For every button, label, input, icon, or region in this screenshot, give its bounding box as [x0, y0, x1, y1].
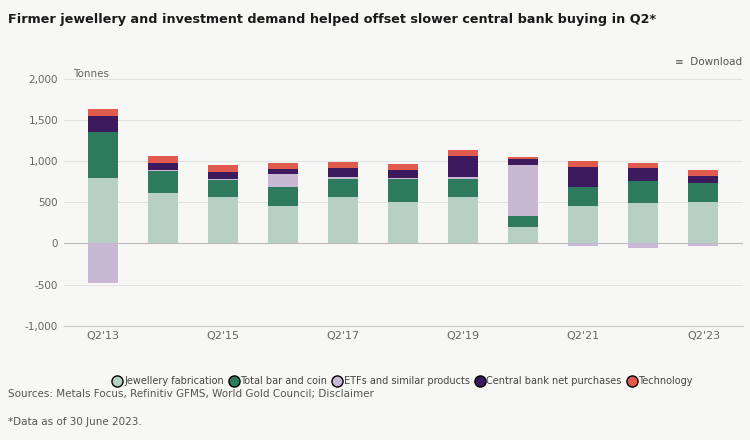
Bar — [448, 179, 478, 198]
Bar — [148, 169, 178, 171]
Bar — [328, 169, 358, 177]
Bar — [148, 156, 178, 162]
Legend: Jewellery fabrication, Total bar and coin, ETFs and similar products, Central ba: Jewellery fabrication, Total bar and coi… — [110, 372, 697, 390]
Bar — [88, 116, 118, 132]
Bar — [388, 170, 418, 178]
Bar — [208, 180, 238, 198]
Bar — [208, 172, 238, 179]
Bar — [628, 181, 658, 203]
Bar — [688, 202, 718, 243]
Bar — [268, 205, 298, 243]
Bar — [568, 243, 598, 246]
Bar — [148, 193, 178, 243]
Bar — [88, 109, 118, 116]
Bar — [268, 169, 298, 174]
Bar — [509, 159, 538, 165]
Bar — [268, 187, 298, 205]
Text: Firmer jewellery and investment demand helped offset slower central bank buying : Firmer jewellery and investment demand h… — [8, 13, 656, 26]
Bar — [448, 156, 478, 177]
Bar — [448, 177, 478, 179]
Text: Tonnes: Tonnes — [73, 69, 109, 79]
Bar — [88, 132, 118, 178]
Bar — [568, 167, 598, 187]
Bar — [388, 202, 418, 243]
Text: *Data as of 30 June 2023.: *Data as of 30 June 2023. — [8, 417, 141, 427]
Bar — [568, 161, 598, 167]
Bar — [328, 162, 358, 169]
Bar — [628, 163, 658, 168]
Text: ≡  Download: ≡ Download — [675, 57, 742, 67]
Bar — [688, 170, 718, 176]
Bar — [448, 150, 478, 156]
Bar — [208, 165, 238, 172]
Bar — [628, 243, 658, 248]
Bar — [148, 171, 178, 193]
Bar — [328, 179, 358, 198]
Bar — [328, 198, 358, 243]
Bar — [88, 243, 118, 283]
Bar — [688, 183, 718, 202]
Bar — [509, 165, 538, 216]
Bar — [148, 162, 178, 169]
Bar — [388, 178, 418, 180]
Bar — [208, 179, 238, 180]
Bar — [328, 177, 358, 179]
Bar — [568, 187, 598, 205]
Bar — [268, 162, 298, 169]
Bar — [688, 176, 718, 183]
Bar — [208, 198, 238, 243]
Bar — [88, 178, 118, 243]
Bar — [509, 227, 538, 243]
Bar — [268, 174, 298, 187]
Bar — [509, 216, 538, 227]
Bar — [448, 198, 478, 243]
Bar — [628, 168, 658, 181]
Bar — [688, 243, 718, 246]
Bar — [388, 180, 418, 202]
Bar — [568, 205, 598, 243]
Bar — [628, 203, 658, 243]
Bar — [388, 164, 418, 170]
Text: Sources: Metals Focus, Refinitiv GFMS, World Gold Council; Disclaimer: Sources: Metals Focus, Refinitiv GFMS, W… — [8, 389, 374, 400]
Bar — [509, 157, 538, 159]
